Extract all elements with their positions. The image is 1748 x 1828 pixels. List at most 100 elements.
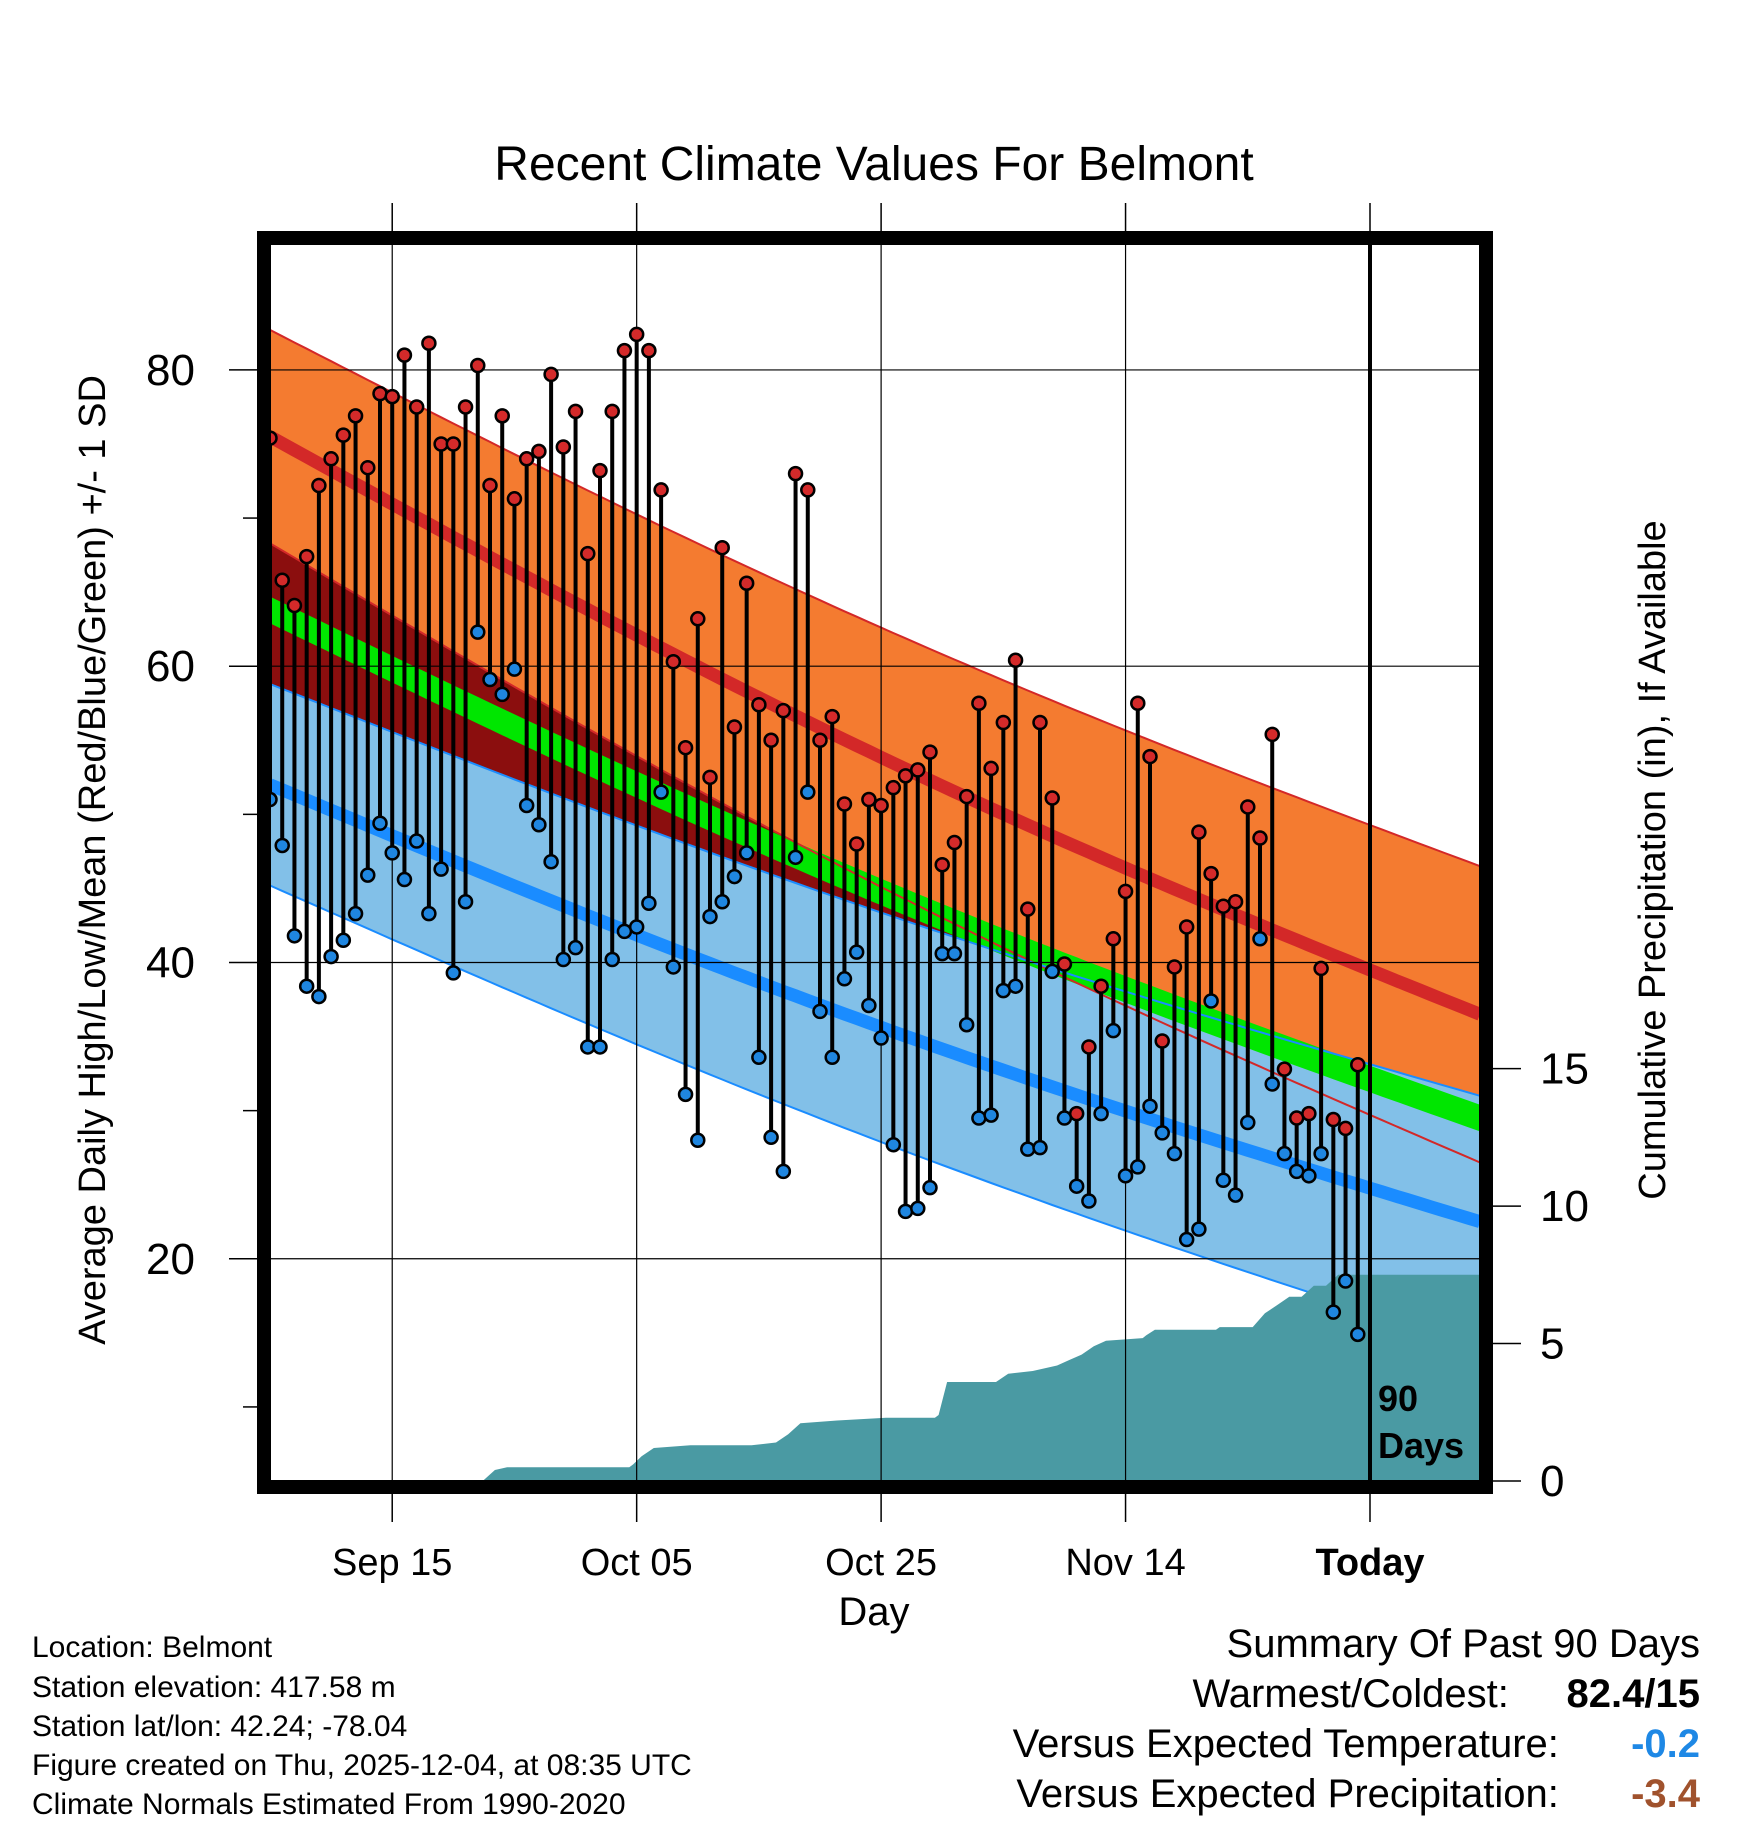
- daily-high-point: [531, 443, 547, 460]
- daily-high-point: [1264, 726, 1280, 743]
- daily-low-point: [885, 1136, 902, 1153]
- daily-low-point: [1093, 1105, 1109, 1122]
- daily-low-point: [958, 1016, 975, 1033]
- daily-high-point: [800, 482, 816, 498]
- footer-elevation: Station elevation: 417.58 m: [32, 1671, 396, 1704]
- daily-high-point: [1313, 960, 1329, 977]
- daily-low-point: [298, 978, 315, 994]
- summary-title-text: Summary Of Past 90 Days: [1226, 1622, 1700, 1666]
- daily-low-point: [506, 661, 523, 677]
- normal-high-line: [266, 430, 1483, 1021]
- daily-high-point: [506, 491, 523, 507]
- daily-high-point: [665, 654, 682, 670]
- daily-high-point: [518, 451, 535, 467]
- daily-low-point: [946, 945, 963, 962]
- x-tick-label: Nov 14: [1065, 1542, 1185, 1584]
- daily-low-point: [763, 1129, 779, 1146]
- daily-high-point: [470, 357, 486, 374]
- chart-title: Recent Climate Values For Belmont: [494, 138, 1253, 191]
- daily-high-point: [910, 762, 926, 778]
- daily-low-point: [861, 997, 877, 1014]
- daily-high-point: [445, 436, 462, 452]
- daily-low-point: [1325, 1304, 1342, 1320]
- daily-low-point: [628, 919, 645, 935]
- daily-low-point: [470, 624, 486, 640]
- footer-created: Figure created on Thu, 2025-12-04, at 08…: [32, 1749, 692, 1782]
- y-axis-left-label: Average Daily High/Low/Mean (Red/Blue/Gr…: [72, 375, 114, 1345]
- daily-low-point: [1154, 1125, 1170, 1141]
- daily-high-point: [347, 408, 364, 424]
- daily-high-point: [286, 597, 303, 614]
- daily-low-point: [1252, 931, 1268, 947]
- daily-high-point: [543, 366, 559, 383]
- daily-high-point: [396, 347, 413, 363]
- daily-high-point: [482, 477, 498, 494]
- axis-ticks: Sep 15 Oct 05 Oct 25 Nov 14 Today 20 40 60 80 0 5 1…: [146, 203, 1589, 1584]
- daily-low-point: [971, 1110, 987, 1126]
- daily-low-point: [1350, 1326, 1366, 1343]
- y-tick-label-right: 15: [1540, 1045, 1589, 1094]
- daily-low-point: [910, 1200, 926, 1217]
- daily-low-point: [494, 686, 510, 703]
- daily-low-point: [384, 845, 400, 861]
- footer-latlon: Station lat/lon: 42.24; -78.04: [32, 1710, 408, 1743]
- daily-high-point: [641, 342, 657, 359]
- daily-low-point: [1276, 1145, 1293, 1162]
- daily-high-point: [775, 702, 792, 719]
- daily-high-point: [604, 403, 620, 420]
- daily-high-point: [1117, 883, 1134, 900]
- y-tick-label-right: 0: [1540, 1457, 1564, 1506]
- daily-low-point: [555, 951, 572, 968]
- daily-low-point: [360, 867, 376, 883]
- high-band-lower-edge: [269, 542, 1481, 1164]
- daily-high-point: [457, 399, 474, 415]
- daily-high-point: [726, 719, 743, 735]
- daily-high-point: [1081, 1039, 1097, 1055]
- daily-high-point: [1301, 1105, 1317, 1122]
- daily-high-point: [1191, 824, 1207, 840]
- footer-location: Location: Belmont: [32, 1631, 273, 1664]
- daily-high-point: [1068, 1105, 1085, 1122]
- daily-high-point: [335, 427, 352, 443]
- daily-low-point: [1032, 1139, 1048, 1156]
- daily-low-point: [347, 905, 364, 922]
- daily-low-point: [1020, 1141, 1036, 1157]
- daily-high-point: [1276, 1061, 1293, 1077]
- daily-low-point: [1130, 1159, 1146, 1175]
- daily-low-point: [1117, 1168, 1134, 1184]
- mean-band: [270, 596, 1480, 1132]
- daily-high-point: [848, 836, 865, 852]
- x-tick-label: Oct 25: [825, 1542, 937, 1584]
- daily-high-point: [298, 548, 315, 565]
- daily-low-point: [1240, 1114, 1256, 1131]
- daily-high-point: [616, 342, 633, 359]
- daily-high-point: [751, 696, 767, 713]
- daily-high-point: [628, 326, 645, 343]
- daily-low-point: [641, 895, 657, 911]
- low-band-lower-edge: [269, 884, 1481, 1349]
- daily-high-point: [323, 451, 339, 467]
- daily-low-point: [1178, 1231, 1195, 1248]
- daily-low-point: [1081, 1193, 1097, 1209]
- daily-low-point: [1215, 1172, 1232, 1189]
- daily-high-point: [408, 399, 425, 415]
- daily-high-point: [384, 388, 400, 405]
- daily-low-point: [702, 908, 718, 925]
- daily-high-point: [1178, 919, 1195, 935]
- temp-versus-value: -0.2: [1631, 1722, 1700, 1766]
- daily-high-point: [1142, 748, 1158, 765]
- daily-low-point: [1068, 1178, 1085, 1194]
- daily-low-point: [421, 905, 437, 922]
- daily-high-point: [983, 760, 999, 777]
- daily-low-point: [1227, 1187, 1244, 1203]
- daily-high-point: [1105, 931, 1122, 947]
- daily-low-point: [335, 932, 352, 949]
- daily-high-point: [677, 739, 694, 756]
- daily-high-point: [421, 335, 437, 352]
- x-tick-label: Oct 05: [581, 1542, 693, 1584]
- daily-high-point: [897, 768, 914, 784]
- today-label-days: Days: [1378, 1425, 1464, 1466]
- daily-high-point: [1240, 799, 1256, 815]
- daily-high-point: [971, 695, 987, 711]
- plot-border: [257, 231, 1493, 1494]
